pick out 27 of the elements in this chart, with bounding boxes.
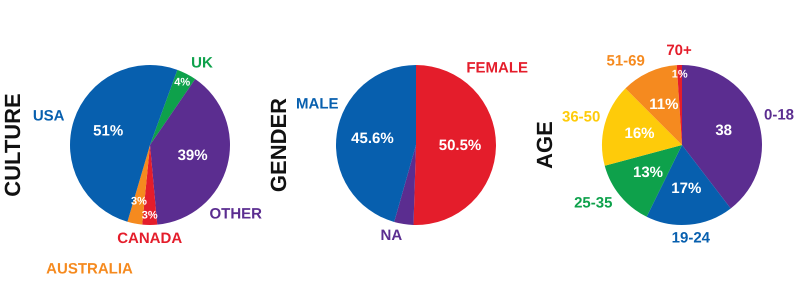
- slice-label: MALE: [296, 95, 338, 112]
- data-label: 11%: [649, 96, 678, 114]
- text: CULTURE: [0, 93, 26, 197]
- data-label: 17%: [671, 180, 702, 197]
- data-label: 4%: [174, 76, 190, 88]
- slice-label: UK: [191, 54, 213, 72]
- slice-label: 36-50: [562, 108, 600, 126]
- slice-label: 19-24: [672, 230, 711, 247]
- slice-label: OTHER: [210, 205, 262, 222]
- data-label: 51%: [93, 122, 124, 140]
- data-label: 13%: [632, 164, 664, 182]
- data-label: 39%: [178, 147, 208, 164]
- slice-label: USA: [32, 107, 65, 124]
- slice-label: FEMALE: [466, 60, 528, 77]
- data-label: 45.6%: [351, 130, 394, 148]
- slice-label: 70+: [666, 42, 692, 60]
- slice-label: 0-18: [764, 106, 794, 124]
- data-label: 50.5%: [438, 136, 482, 154]
- slice-label: NA: [380, 227, 402, 244]
- text: GENDER: [266, 98, 292, 192]
- data-label: 38: [715, 122, 732, 139]
- slice-label: CANADA: [117, 230, 182, 248]
- slice-label: 51-69: [606, 52, 645, 70]
- slice-label: AUSTRALIA: [46, 260, 133, 278]
- data-label: 16%: [624, 124, 655, 142]
- slice-label: 25-35: [574, 194, 612, 212]
- text: AGE: [532, 121, 558, 169]
